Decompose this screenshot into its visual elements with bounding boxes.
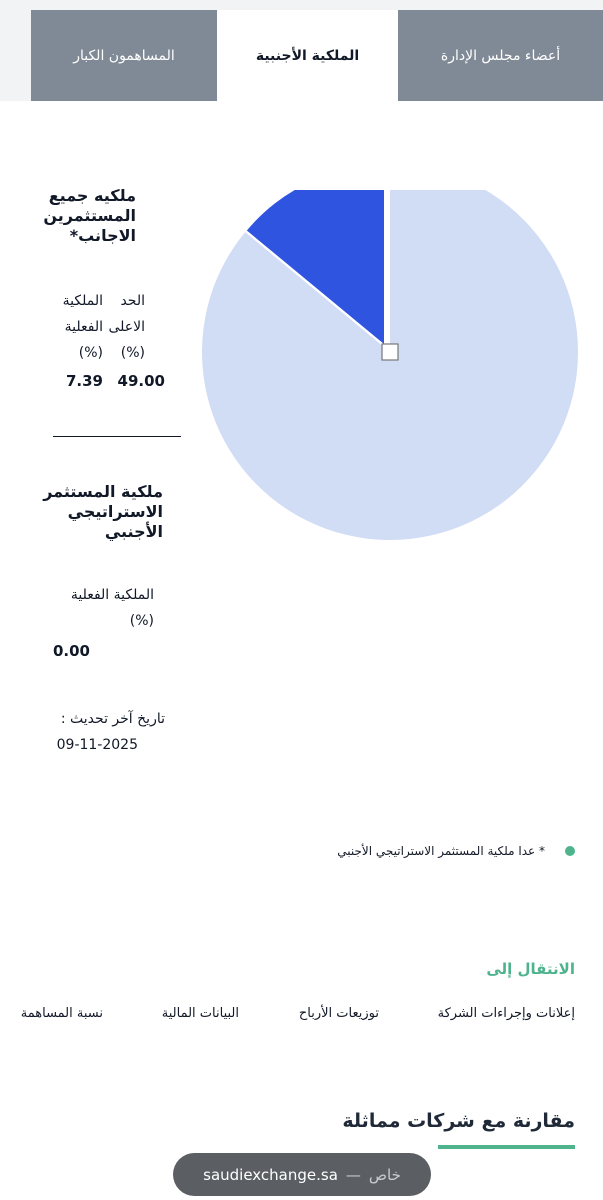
strategic-label-line: (%) bbox=[129, 613, 154, 629]
nav-link-financials[interactable]: البيانات المالية bbox=[161, 1006, 239, 1021]
strategic-heading-line: الأجنبي bbox=[104, 522, 163, 541]
max-label-line: (%) bbox=[120, 345, 145, 361]
section-divider bbox=[53, 436, 181, 437]
ownership-pie-chart bbox=[202, 190, 578, 540]
pie-center-handle bbox=[381, 343, 399, 361]
nav-title: الانتقال إلى bbox=[486, 960, 575, 978]
strategic-label-line: الملكية الفعلية bbox=[70, 587, 154, 603]
nav-link-dividends[interactable]: توزيعات الأرباح bbox=[298, 1006, 379, 1021]
footnote-bullet bbox=[565, 846, 575, 856]
url-separator: — bbox=[345, 1165, 361, 1184]
strategic-actual-label: الملكية الفعلية (%) bbox=[71, 582, 154, 634]
max-label-line: الحد bbox=[120, 293, 145, 309]
tab-major-shareholders[interactable]: المساهمون الكبار bbox=[31, 10, 217, 101]
last-update-label: تاريخ آخر تحديث : bbox=[60, 711, 165, 727]
actual-label-line: الفعلية bbox=[64, 319, 103, 335]
comparison-underline bbox=[438, 1145, 575, 1149]
actual-ownership-label: الملكية الفعلية (%) bbox=[63, 288, 103, 366]
tab-foreign-ownership[interactable]: الملكية الأجنبية bbox=[217, 10, 398, 101]
strategic-heading-line: ملكية المستثمر bbox=[43, 482, 163, 501]
pie-slice-foreign-ownership[interactable] bbox=[246, 190, 384, 344]
foreign-all-heading-line: المستثمرين bbox=[43, 206, 136, 225]
nav-link-announcements[interactable]: إعلانات وإجراءات الشركة bbox=[437, 1006, 575, 1021]
foreign-all-heading-line: الاجانب* bbox=[69, 226, 136, 245]
nav-link-shareholding[interactable]: نسبة المساهمة bbox=[20, 1006, 103, 1021]
actual-label-line: (%) bbox=[78, 345, 103, 361]
strategic-actual-value: 0.00 bbox=[52, 642, 90, 660]
strategic-heading-line: الاستراتيجي bbox=[67, 502, 163, 521]
footnote-text: * عدا ملكية المستثمر الاستراتيجي الأجنبي bbox=[337, 844, 545, 858]
max-ownership-value: 49.00 bbox=[117, 372, 165, 390]
comparison-title: مقارنة مع شركات مماثلة bbox=[342, 1110, 575, 1132]
url-bar[interactable]: saudiexchange.sa — خاص bbox=[173, 1153, 431, 1196]
strategic-heading: ملكية المستثمر الاستراتيجي الأجنبي bbox=[43, 482, 163, 542]
actual-ownership-value: 7.39 bbox=[65, 372, 103, 390]
foreign-all-heading: ملكيه جميع المستثمرين الاجانب* bbox=[43, 186, 136, 246]
foreign-all-heading-line: ملكيه جميع bbox=[48, 186, 136, 205]
pie-slice-remaining[interactable] bbox=[202, 190, 578, 540]
url-host: saudiexchange.sa bbox=[203, 1165, 338, 1184]
tab-board-members[interactable]: أعضاء مجلس الإدارة bbox=[398, 10, 603, 101]
actual-label-line: الملكية bbox=[62, 293, 103, 309]
max-ownership-label: الحد الاعلى (%) bbox=[108, 288, 145, 366]
private-mode-label: خاص bbox=[368, 1165, 401, 1184]
last-update-date: 09-11-2025 bbox=[56, 737, 138, 753]
max-label-line: الاعلى bbox=[108, 319, 145, 335]
